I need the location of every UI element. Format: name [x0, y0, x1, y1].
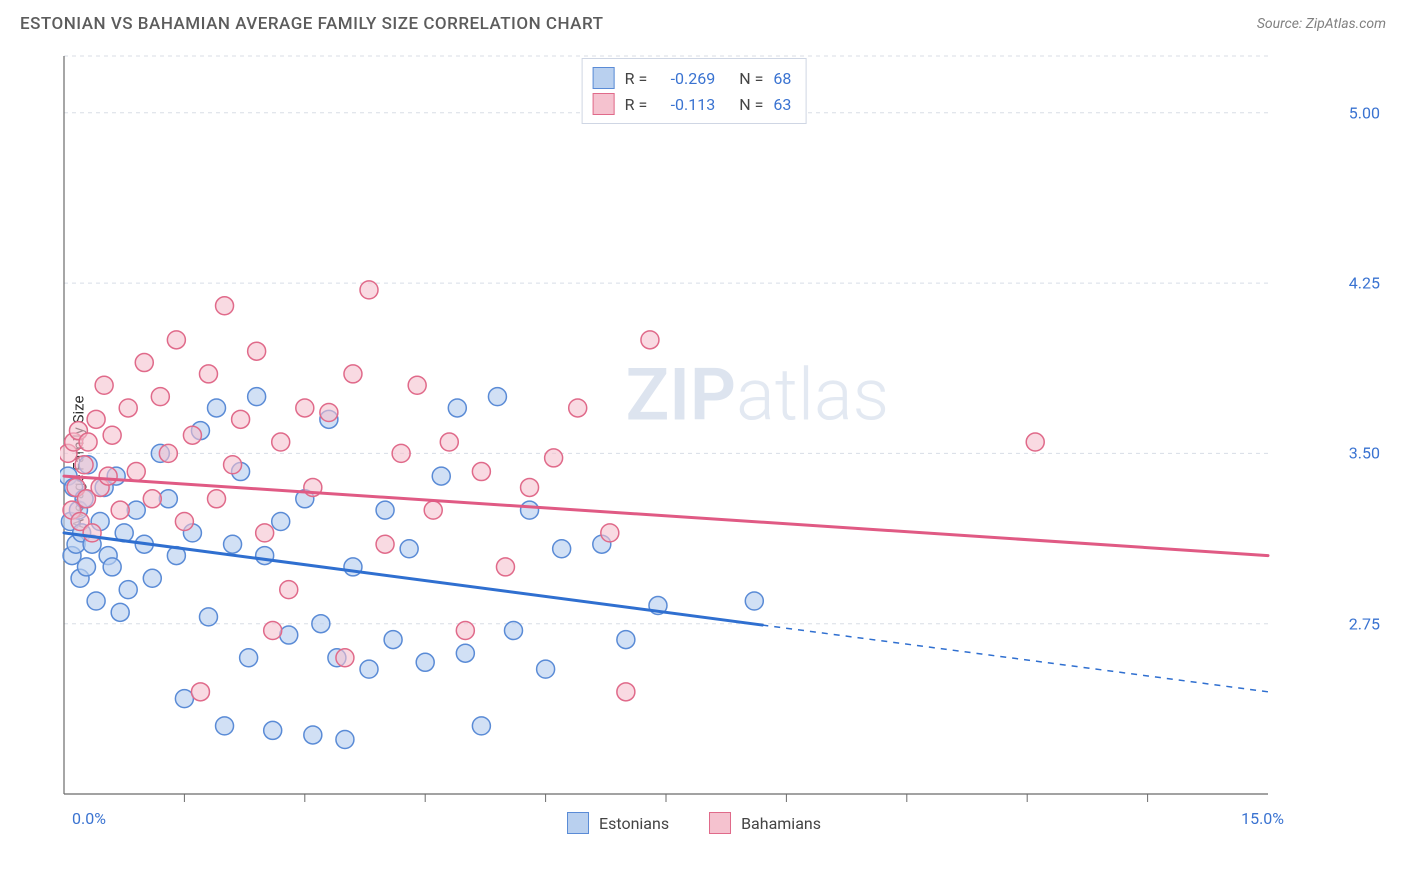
source-attribution: Source: ZipAtlas.com	[1257, 16, 1386, 32]
swatch-estonians	[567, 812, 589, 834]
legend-item-bahamians: Bahamians	[709, 812, 821, 834]
legend-label-estonians: Estonians	[599, 814, 669, 833]
swatch-estonians	[593, 67, 615, 89]
y-tick-label: 3.50	[1349, 444, 1380, 463]
n-label: N =	[739, 69, 763, 88]
x-axis-max-label: 15.0%	[1241, 809, 1284, 828]
scatter-chart-svg	[60, 52, 1328, 832]
swatch-bahamians	[709, 812, 731, 834]
y-tick-label: 4.25	[1349, 274, 1380, 293]
y-tick-label: 2.75	[1349, 614, 1380, 633]
legend-row-bahamians: R = -0.113 N = 63	[593, 91, 792, 117]
chart-container: Average Family Size ZIPatlas R = -0.269 …	[50, 52, 1386, 872]
x-axis-min-label: 0.0%	[72, 809, 106, 828]
legend-label-bahamians: Bahamians	[741, 814, 821, 833]
r-label: R =	[625, 69, 648, 88]
chart-title: ESTONIAN VS BAHAMIAN AVERAGE FAMILY SIZE…	[20, 14, 603, 34]
correlation-legend: R = -0.269 N = 68 R = -0.113 N = 63	[582, 58, 807, 124]
plot-area: ZIPatlas R = -0.269 N = 68 R = -0.113 N …	[60, 52, 1328, 832]
y-tick-label: 5.00	[1349, 103, 1380, 122]
n-value-estonians: 68	[773, 69, 791, 88]
swatch-bahamians	[593, 93, 615, 115]
r-value-bahamians: -0.113	[657, 95, 715, 114]
legend-item-estonians: Estonians	[567, 812, 669, 834]
r-value-estonians: -0.269	[657, 69, 715, 88]
n-label: N =	[739, 95, 763, 114]
n-value-bahamians: 63	[773, 95, 791, 114]
r-label: R =	[625, 95, 648, 114]
legend-row-estonians: R = -0.269 N = 68	[593, 65, 792, 91]
series-legend: Estonians Bahamians	[567, 812, 821, 834]
